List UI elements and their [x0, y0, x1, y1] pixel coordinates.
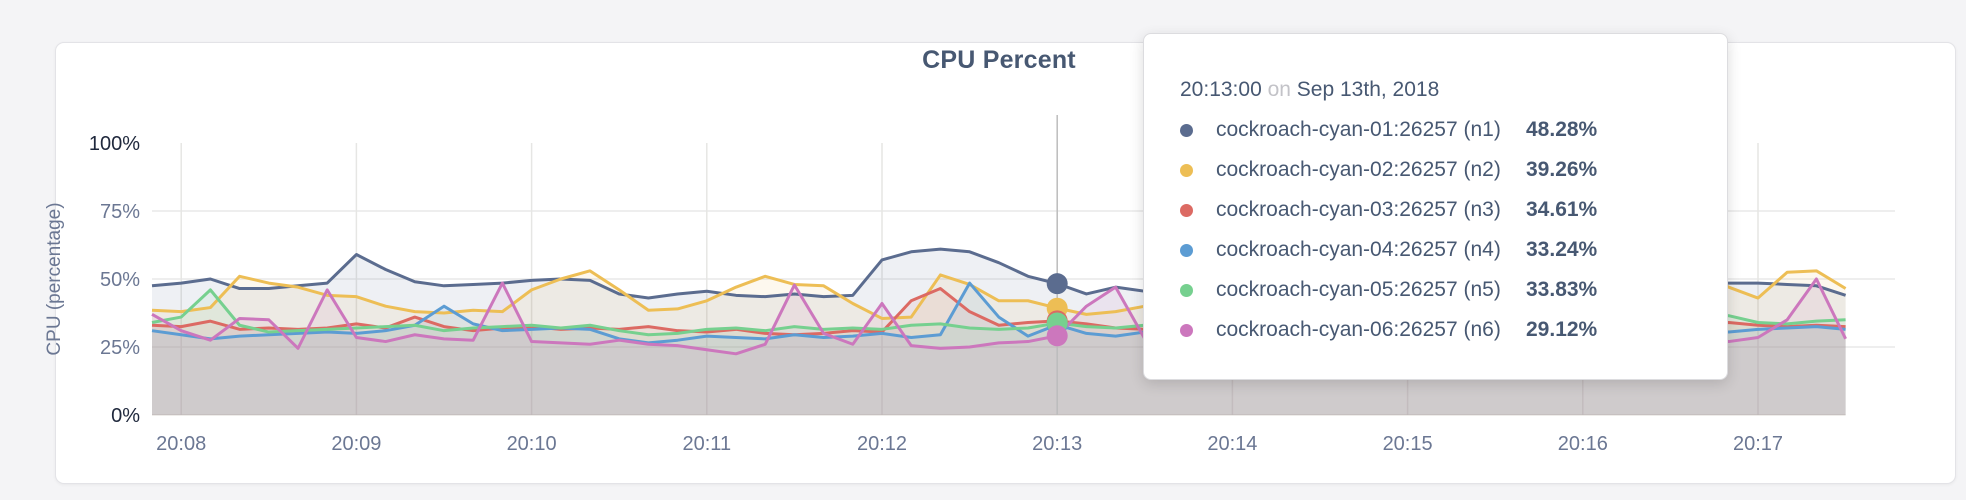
tooltip-on-word: on: [1267, 78, 1291, 101]
series-value: 33.24%: [1526, 238, 1598, 261]
series-area: [152, 283, 1846, 415]
hover-point: [1046, 273, 1068, 295]
series-color-dot: [1180, 123, 1193, 137]
hover-point: [1046, 325, 1068, 347]
x-axis-label: 20:08: [156, 433, 206, 455]
x-axis-label: 20:16: [1558, 433, 1608, 455]
tooltip-row: cockroach-cyan-02:26257 (n2) 39.26%: [1180, 150, 1727, 190]
x-axis-label: 20:13: [1032, 433, 1082, 455]
tooltip-time: 20:13:00: [1180, 78, 1262, 101]
y-axis-label: 50%: [100, 269, 140, 291]
tooltip-row: cockroach-cyan-01:26257 (n1) 48.28%: [1180, 110, 1727, 150]
series-color-dot: [1180, 323, 1193, 337]
x-axis-label: 20:15: [1383, 433, 1433, 455]
series-color-dot: [1180, 283, 1193, 297]
series-value: 39.26%: [1526, 158, 1598, 181]
series-area: [152, 289, 1846, 415]
tooltip-row: cockroach-cyan-03:26257 (n3) 34.61%: [1180, 190, 1727, 230]
series-value: 34.61%: [1526, 198, 1598, 221]
x-axis-label: 20:09: [331, 433, 381, 455]
tooltip-row: cockroach-cyan-04:26257 (n4) 33.24%: [1180, 230, 1727, 270]
x-axis-label: 20:11: [683, 433, 732, 455]
x-axis-label: 20:10: [507, 433, 557, 455]
series-name: cockroach-cyan-04:26257 (n4): [1216, 238, 1501, 261]
series-name: cockroach-cyan-05:26257 (n5): [1216, 278, 1501, 301]
y-axis-label: 25%: [100, 337, 140, 359]
series-value: 48.28%: [1526, 118, 1598, 141]
series-area: [152, 288, 1846, 415]
series-value: 33.83%: [1526, 278, 1598, 301]
series-name: cockroach-cyan-01:26257 (n1): [1216, 118, 1501, 141]
x-axis-label: 20:12: [857, 433, 907, 455]
chart-hover-tooltip: 20:13:00 on Sep 13th, 2018 cockroach-cya…: [1143, 33, 1728, 380]
tooltip-row: cockroach-cyan-06:26257 (n6) 29.12%: [1180, 310, 1727, 350]
x-axis-label: 20:14: [1207, 433, 1257, 455]
series-color-dot: [1180, 243, 1193, 257]
y-axis-label: 100%: [89, 133, 140, 155]
x-axis-label: 20:17: [1733, 433, 1783, 455]
tooltip-header: 20:13:00 on Sep 13th, 2018: [1180, 78, 1727, 102]
tooltip-date: Sep 13th, 2018: [1296, 78, 1440, 101]
series-name: cockroach-cyan-06:26257 (n6): [1216, 318, 1501, 341]
y-axis-label: 0%: [111, 405, 140, 427]
tooltip-rows: cockroach-cyan-01:26257 (n1) 48.28% cockro…: [1180, 110, 1727, 350]
series-value: 29.12%: [1526, 318, 1598, 341]
series-name: cockroach-cyan-02:26257 (n2): [1216, 158, 1501, 181]
series-name: cockroach-cyan-03:26257 (n3): [1216, 198, 1501, 221]
tooltip-row: cockroach-cyan-05:26257 (n5) 33.83%: [1180, 270, 1727, 310]
series-color-dot: [1180, 203, 1193, 217]
y-axis-title: CPU (percentage): [44, 202, 65, 355]
series-color-dot: [1180, 163, 1193, 177]
chart-title: CPU Percent: [922, 46, 1076, 74]
y-axis-label: 75%: [100, 201, 140, 223]
series-area: [152, 279, 1846, 415]
